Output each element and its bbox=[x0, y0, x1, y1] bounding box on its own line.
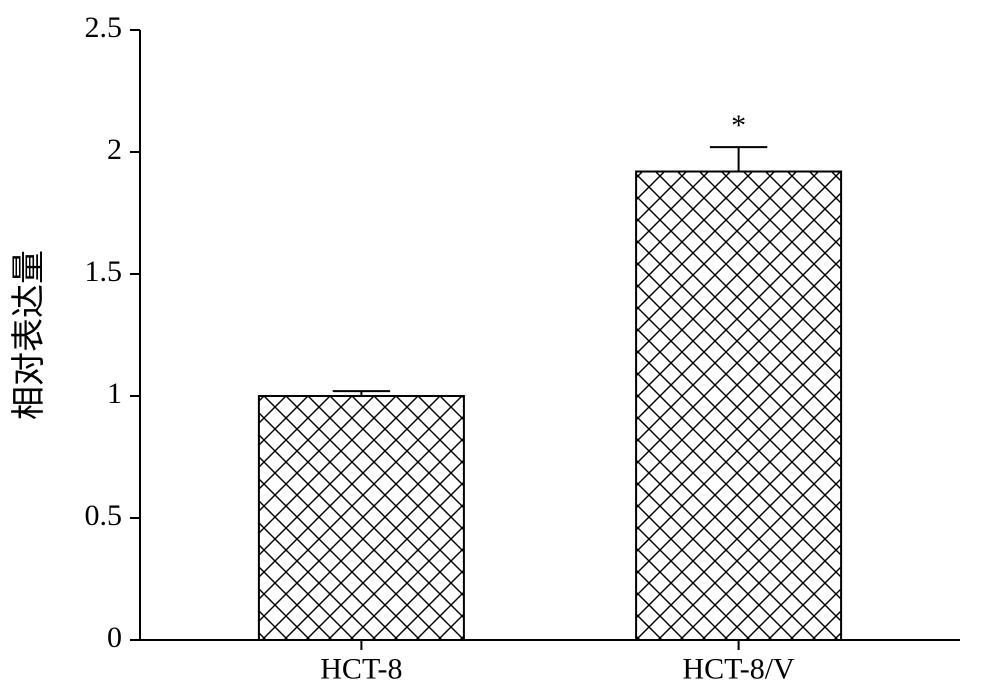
chart-svg: 0 0.5 1 1.5 2 2.5 相对表达量 HCT-8 HCT-8/V * bbox=[0, 0, 1000, 700]
y-tick-label: 2.5 bbox=[85, 11, 123, 44]
y-tick-label: 2 bbox=[107, 133, 122, 166]
bar bbox=[636, 172, 841, 640]
y-tick-label: 1.5 bbox=[85, 255, 123, 288]
x-tick-label: HCT-8/V bbox=[682, 653, 795, 686]
significance-marker: * bbox=[731, 109, 746, 142]
y-axis-label: 相对表达量 bbox=[10, 250, 48, 420]
x-tick-label: HCT-8 bbox=[320, 653, 402, 686]
bar-chart: 0 0.5 1 1.5 2 2.5 相对表达量 HCT-8 HCT-8/V * bbox=[0, 0, 1000, 700]
y-tick-label: 0 bbox=[107, 621, 122, 654]
y-tick-label: 0.5 bbox=[85, 499, 123, 532]
bar bbox=[259, 396, 464, 640]
y-tick-label: 1 bbox=[107, 377, 122, 410]
